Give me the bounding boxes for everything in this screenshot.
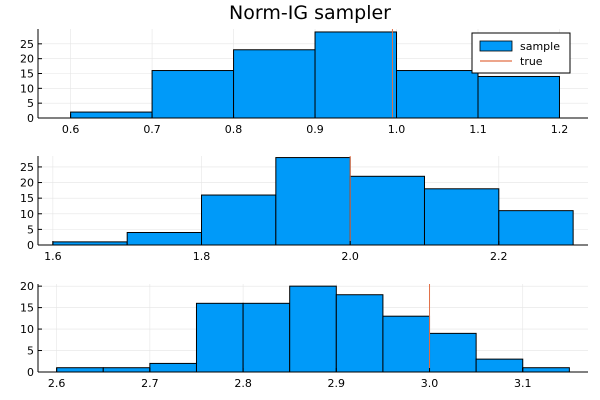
histogram-bar <box>126 232 203 246</box>
histogram-bar <box>201 194 277 246</box>
y-tick-label: 5 <box>27 223 34 236</box>
histogram-bar <box>477 75 560 119</box>
histogram-bar <box>423 188 500 246</box>
legend: sample true <box>471 32 571 74</box>
y-tick-label: 5 <box>27 97 34 110</box>
histogram-bar <box>475 358 524 373</box>
histogram-bar <box>498 210 574 246</box>
x-tick-label: 1.8 <box>193 250 211 263</box>
legend-box <box>471 32 571 74</box>
histogram-bar <box>233 49 316 119</box>
histogram-bar <box>382 315 431 373</box>
x-tick-label: 3.1 <box>514 377 532 390</box>
y-tick-label: 20 <box>20 177 34 190</box>
x-tick-label: 2.7 <box>141 377 159 390</box>
histogram-bar <box>335 294 384 373</box>
histogram-bar <box>289 285 337 373</box>
y-tick-label: 20 <box>20 280 34 293</box>
y-tick-label: 0 <box>27 239 34 252</box>
y-tick-label: 10 <box>20 323 34 336</box>
y-tick-label: 10 <box>20 208 34 221</box>
legend-sample-label: sample <box>520 40 560 53</box>
x-tick-label: 0.6 <box>62 123 80 136</box>
panel-2: 1.6 1.8 2.0 2.2 0 5 10 15 20 25 <box>20 156 588 263</box>
histogram-bar <box>56 367 104 373</box>
histogram-bar <box>314 31 398 119</box>
chart-title: Norm-IG sampler <box>229 2 391 24</box>
histogram-bar <box>396 70 479 119</box>
legend-sample-swatch <box>479 40 513 52</box>
histogram-bar <box>70 111 153 119</box>
x-tick-label: 0.8 <box>225 123 243 136</box>
histogram-bar <box>151 70 235 119</box>
y-tick-label: 5 <box>27 345 34 358</box>
histogram-bar <box>275 157 351 246</box>
y-tick-label: 0 <box>27 366 34 379</box>
x-tick-label: 2.9 <box>328 377 346 390</box>
histogram-bar <box>102 367 151 373</box>
legend-true-label: true <box>520 55 543 68</box>
x-tick-label: 0.9 <box>306 123 324 136</box>
y-tick-label: 20 <box>20 53 34 66</box>
y-tick-label: 15 <box>20 68 34 81</box>
histogram-bar <box>149 362 197 373</box>
y-tick-label: 25 <box>20 161 34 174</box>
histogram-bar <box>195 302 244 373</box>
y-tick-label: 25 <box>20 38 34 51</box>
y-tick-label: 0 <box>27 112 34 125</box>
histogram-bar <box>242 302 291 373</box>
histogram-bar <box>429 332 477 373</box>
y-tick-label: 15 <box>20 192 34 205</box>
y-tick-label: 10 <box>20 82 34 95</box>
x-tick-label: 2.8 <box>234 377 252 390</box>
panel-3: 2.6 2.7 2.8 2.9 3.0 3.1 0 5 10 15 20 <box>20 280 588 390</box>
x-tick-label: 1.2 <box>551 123 569 136</box>
y-tick-label: 15 <box>20 302 34 315</box>
x-tick-label: 1.0 <box>388 123 406 136</box>
x-tick-label: 2.6 <box>48 377 66 390</box>
x-tick-label: 1.6 <box>44 250 62 263</box>
x-tick-label: 2.2 <box>490 250 508 263</box>
histogram-bar <box>522 367 570 373</box>
x-tick-label: 0.7 <box>143 123 161 136</box>
x-tick-label: 2.0 <box>341 250 359 263</box>
histogram-bar <box>349 175 425 246</box>
x-tick-label: 1.1 <box>469 123 487 136</box>
x-tick-label: 3.0 <box>421 377 439 390</box>
